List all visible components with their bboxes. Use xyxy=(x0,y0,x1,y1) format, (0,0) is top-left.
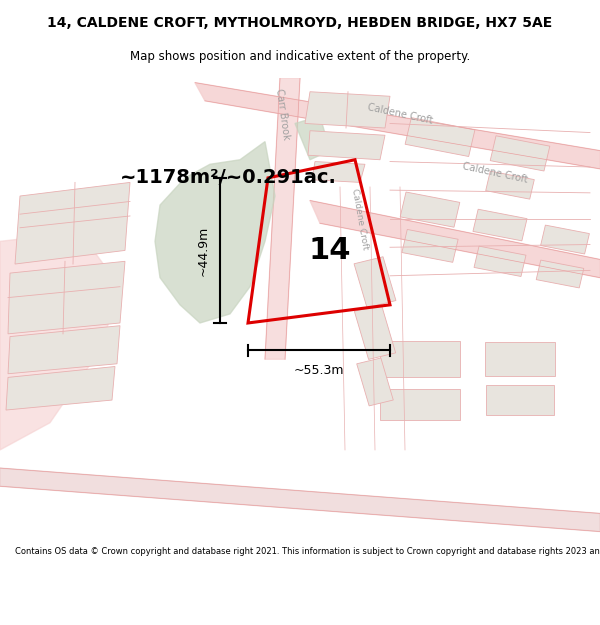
Bar xyxy=(355,304,395,359)
Polygon shape xyxy=(0,468,600,531)
Text: Contains OS data © Crown copyright and database right 2021. This information is : Contains OS data © Crown copyright and d… xyxy=(15,548,600,556)
Bar xyxy=(354,257,396,308)
Bar xyxy=(490,136,550,171)
Bar xyxy=(485,342,555,376)
Text: Carr Brook: Carr Brook xyxy=(274,88,292,141)
Polygon shape xyxy=(195,82,600,169)
Polygon shape xyxy=(310,201,600,278)
Text: Map shows position and indicative extent of the property.: Map shows position and indicative extent… xyxy=(130,50,470,62)
Bar xyxy=(473,209,527,241)
Text: 14: 14 xyxy=(309,236,351,265)
Bar xyxy=(380,389,460,421)
Polygon shape xyxy=(295,116,330,160)
Polygon shape xyxy=(312,161,365,182)
Text: 14, CALDENE CROFT, MYTHOLMROYD, HEBDEN BRIDGE, HX7 5AE: 14, CALDENE CROFT, MYTHOLMROYD, HEBDEN B… xyxy=(47,16,553,31)
Polygon shape xyxy=(8,261,125,334)
Bar xyxy=(357,358,393,406)
Polygon shape xyxy=(6,366,115,410)
Bar xyxy=(402,229,458,262)
Text: ~55.3m: ~55.3m xyxy=(294,364,344,377)
Text: ~1178m²/~0.291ac.: ~1178m²/~0.291ac. xyxy=(120,168,337,187)
Text: Caldene Croft: Caldene Croft xyxy=(367,102,434,126)
Text: Caldene Croft: Caldene Croft xyxy=(350,188,370,250)
Bar xyxy=(541,225,589,254)
Text: Caldene Croft: Caldene Croft xyxy=(461,161,529,185)
Bar xyxy=(405,118,475,156)
Polygon shape xyxy=(15,182,130,264)
Polygon shape xyxy=(305,92,390,128)
Polygon shape xyxy=(0,232,120,450)
Polygon shape xyxy=(308,131,385,160)
Bar xyxy=(380,341,460,377)
Bar xyxy=(486,384,554,416)
Polygon shape xyxy=(155,142,275,323)
Bar xyxy=(474,246,526,276)
Bar xyxy=(400,192,460,228)
Polygon shape xyxy=(8,326,120,374)
Bar xyxy=(536,260,584,288)
Polygon shape xyxy=(265,78,300,359)
Bar xyxy=(486,171,534,199)
Text: ~44.9m: ~44.9m xyxy=(197,225,210,276)
